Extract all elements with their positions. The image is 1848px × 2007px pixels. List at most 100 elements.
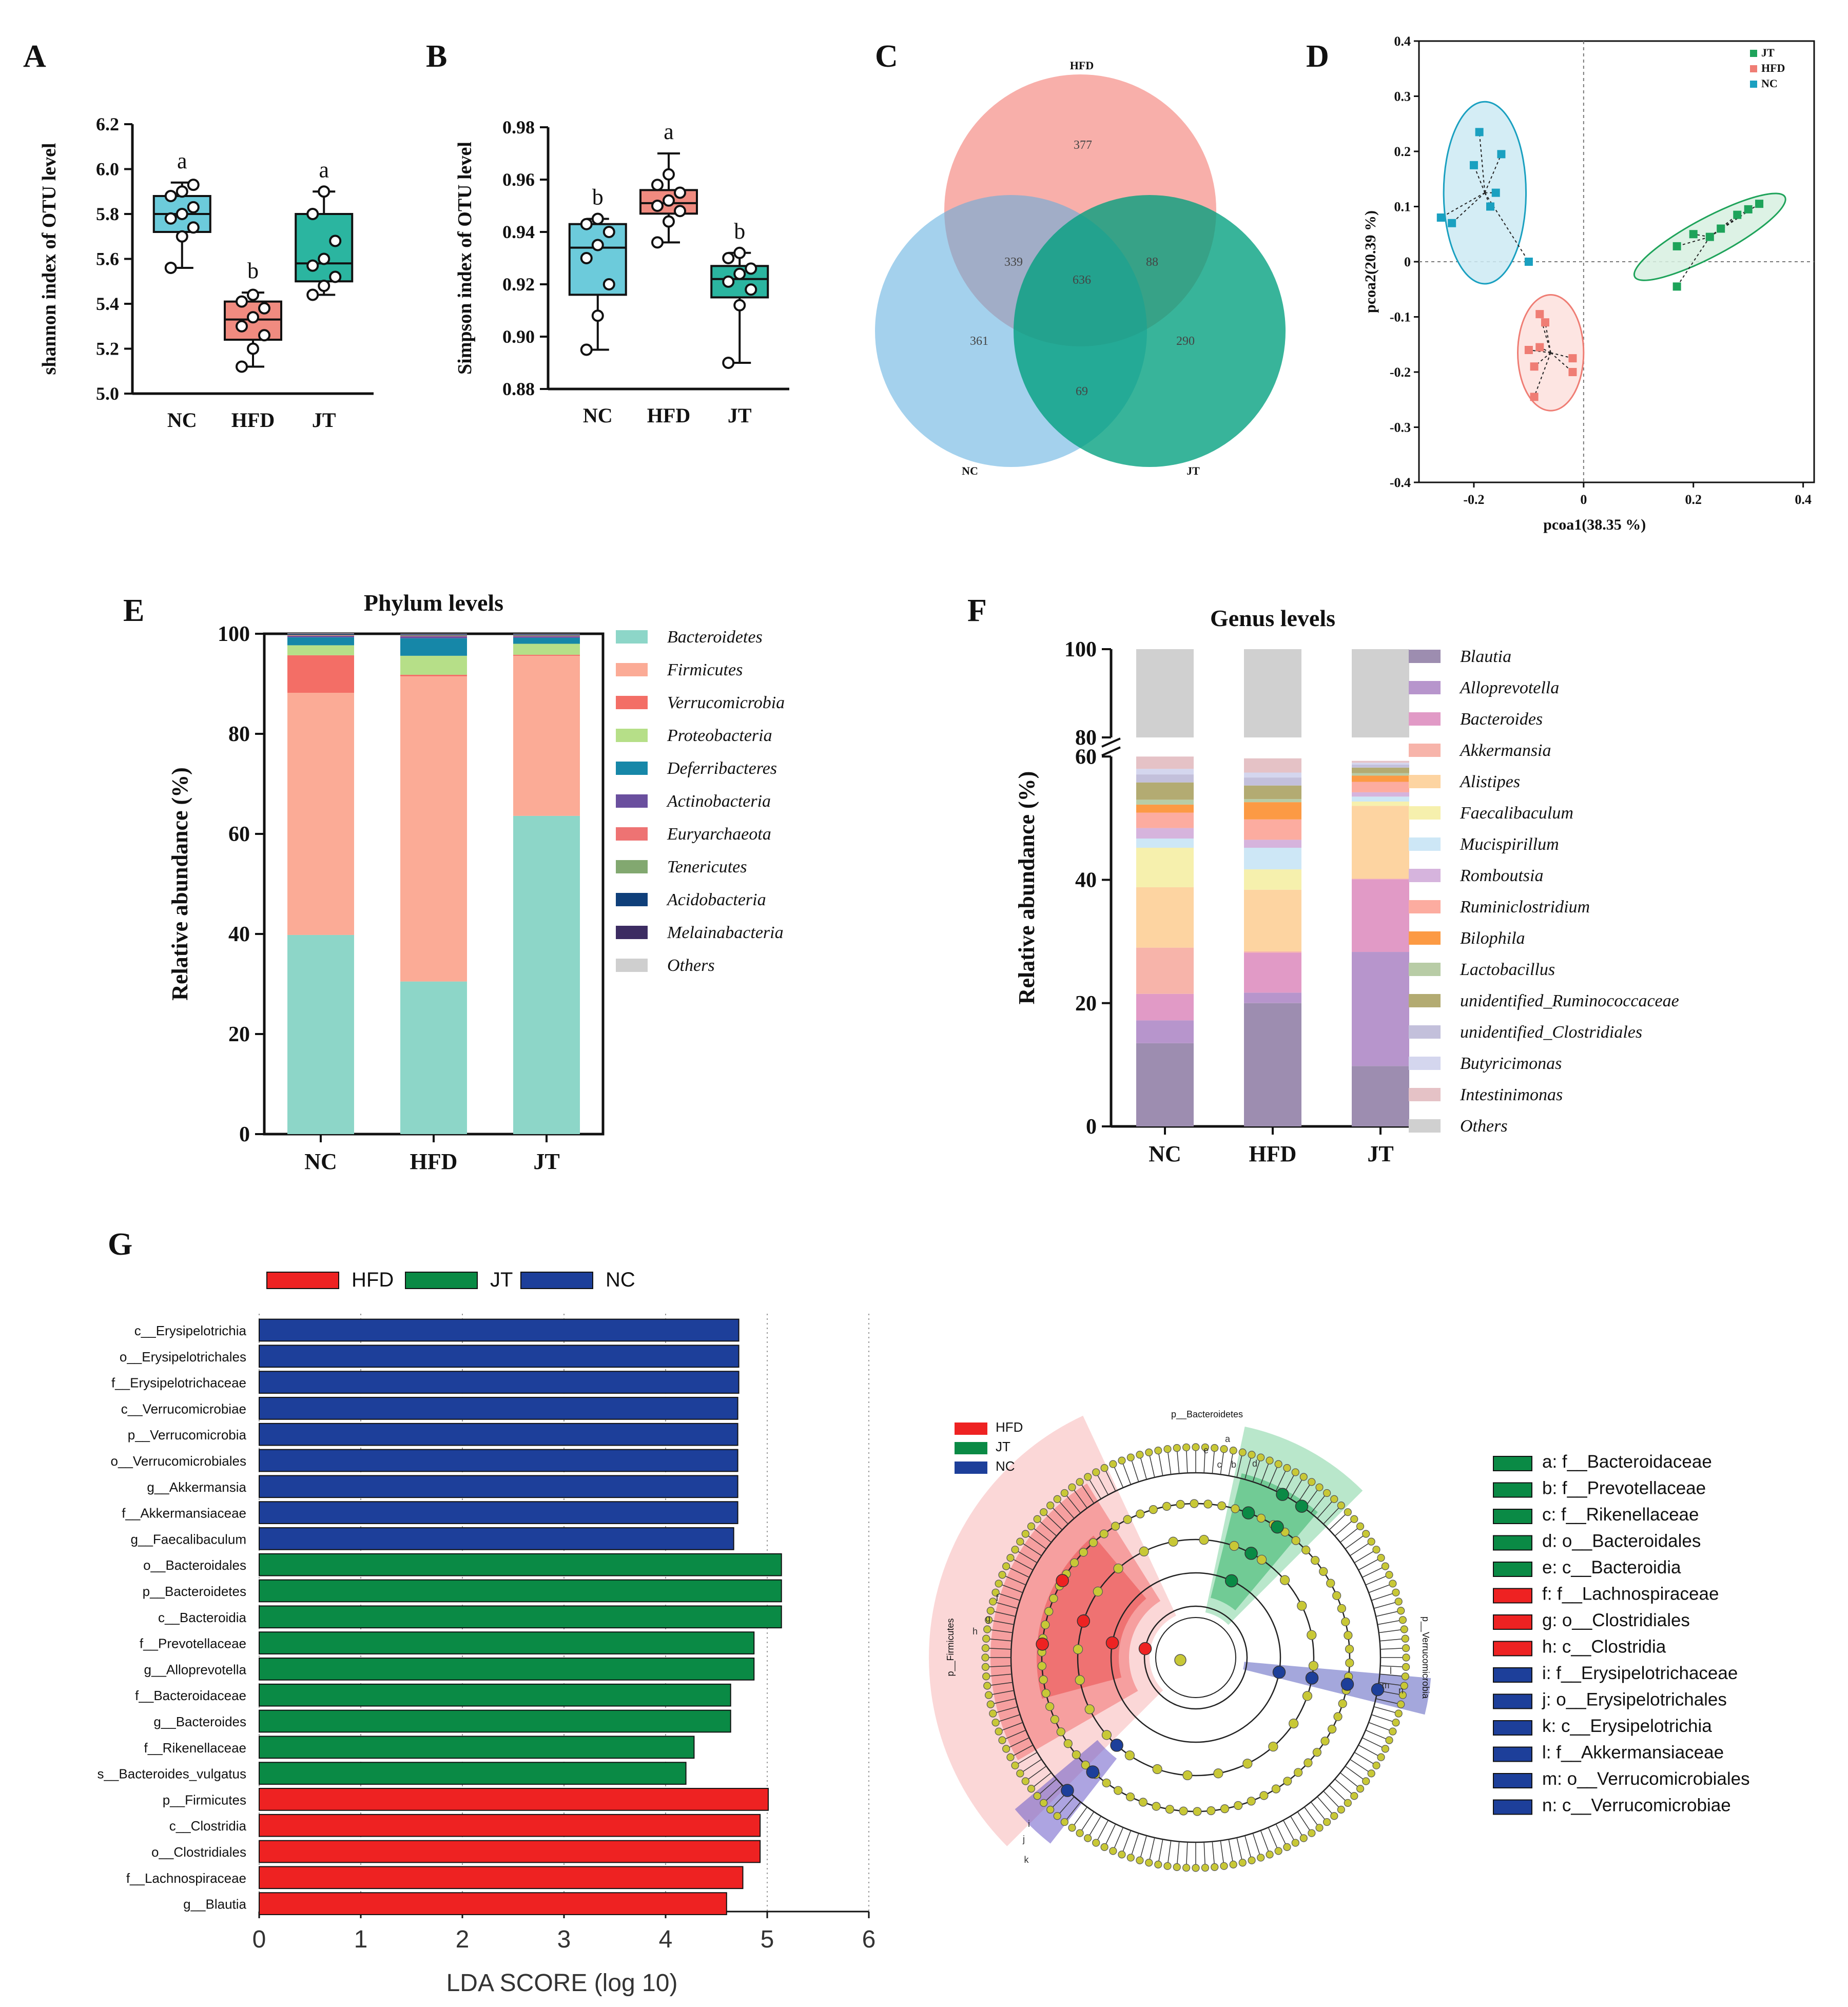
leaf-branch [1113,1827,1124,1852]
leaf-branch [1260,1460,1270,1485]
leaf-node [1337,1502,1345,1510]
bar-segment-Firmicutes [287,693,354,935]
leaf-node [983,1625,991,1633]
clade-sector-NC [1243,1662,1431,1715]
leaf-branch [1006,1737,1029,1749]
leaf-node [983,1682,991,1690]
x-tick-label: NC [1149,1141,1181,1166]
point-HFD [1530,362,1539,371]
axis-break-mark [1101,746,1121,757]
leaf-branch [1203,1447,1206,1473]
enriched-node-JT [1241,1506,1255,1519]
y-tick-label: -0.3 [1390,420,1411,435]
data-point [329,235,342,247]
venn-count-HFD_JT: 88 [1146,256,1158,269]
order-node [1193,1807,1202,1816]
leaf-branch [1212,1448,1215,1474]
leaf-node [991,1719,1000,1727]
leaf-branch [1310,1492,1328,1514]
leaf-node [984,1616,993,1624]
leaf-branch [1329,1785,1348,1803]
order-node [1341,1617,1350,1626]
pcoa-scatter: -0.2 0 0.2 0.4 -0.4 -0.3 -0.2 -0.1 0 0.1 0.2 0.3 0.4… [1362,34,1815,533]
x-tick-label: -0.2 [1463,492,1484,507]
data-point [247,288,259,301]
panel-label-A: A [23,39,46,74]
order-node [1063,1739,1073,1748]
bar-segment-Proteobacteria [513,644,580,655]
bar-segment-Ruminiclostridium [1136,812,1194,828]
data-point [663,194,675,207]
leaf-branch [1371,1592,1396,1601]
y-tick-label: 0.4 [1394,34,1411,49]
data-point [745,283,757,296]
point-HFD [1535,310,1544,319]
order-node [1114,1786,1123,1795]
leaf-node [1021,1777,1029,1785]
leaf-branch [1378,1629,1405,1633]
y-tick-label: 5.0 [96,383,119,404]
order-node [1041,1620,1050,1629]
legend-swatch-HFD [1750,65,1757,72]
bar-segment-Alistipes [1136,887,1194,948]
bar-segment-Bilophila [1136,804,1194,813]
leaf-node [1394,1597,1403,1606]
bar-segment-Intestinimonas [1352,761,1409,763]
bar-segment-Ruminiclostridium [1244,819,1301,840]
point-JT [1689,230,1698,239]
leaf-branch [1050,1505,1068,1525]
lda-bar-label: p__Firmicutes [163,1792,246,1807]
leaf-branch [1275,1468,1288,1491]
leaf-node [986,1700,995,1708]
bar-segment-Bacteroides [1136,993,1194,1021]
y-tick-label: 0 [1404,255,1411,269]
leaf-node [1220,1862,1228,1870]
y-tick-label: 0 [239,1123,250,1146]
leaf-node [998,1571,1006,1579]
leaf-branch [1297,1482,1312,1504]
x-tick-label: 1 [354,1926,368,1953]
key-swatch-NC [1493,1746,1532,1762]
key-label: i: f__Erysipelotrichaceae [1542,1663,1738,1683]
bar-segment-Lactobacillus [1244,799,1301,803]
point-HFD [1568,354,1577,363]
leaf-branch [1380,1647,1406,1650]
legend-swatch [616,794,648,808]
legend-label: Others [1460,1117,1508,1136]
legend-label: unidentified_Ruminococcaceae [1460,991,1679,1010]
leaf-branch [1149,1837,1155,1863]
ring-letter: g [985,1613,990,1624]
leaf-node [1402,1644,1410,1652]
leaf-node [1100,1464,1108,1472]
leaf-node [1060,1818,1068,1826]
lda-bar-HFD [259,1814,761,1837]
order-node [1231,1504,1240,1513]
leaf-branch [1368,1583,1393,1593]
lda-bar-chart: 0 1 2 3 4 5 6 LDA SCORE (log 10) c__Erysipelotri… [97,1269,876,1997]
leaf-node [1060,1489,1068,1497]
leaf-branch [1185,1447,1188,1473]
y-tick-label: 100 [218,622,250,646]
leaf-branch [1379,1638,1406,1642]
x-tick-label: 0 [252,1926,266,1953]
leaf-node [1299,1473,1308,1481]
centroid-link [1484,153,1502,193]
leaf-branch [1002,1729,1026,1741]
leaf-branch [1268,1827,1279,1852]
lda-bar-NC [259,1475,738,1498]
point-HFD [1524,346,1533,354]
data-point [733,299,746,311]
legend-swatch-HFD [955,1423,987,1435]
leaf-node [1006,1753,1015,1761]
leaf-branch [1121,1460,1132,1485]
order-node [1304,1758,1313,1767]
leaf-node [1381,1562,1389,1570]
order-node [1326,1579,1335,1588]
order-node [1179,1806,1188,1816]
leaf-node [1092,1468,1100,1476]
leaf-node [981,1663,990,1671]
legend-label: Others [667,956,715,975]
y-tick-label: 5.8 [96,204,119,224]
leaf-node [1257,1453,1265,1462]
leaf-branch [1252,1457,1261,1482]
